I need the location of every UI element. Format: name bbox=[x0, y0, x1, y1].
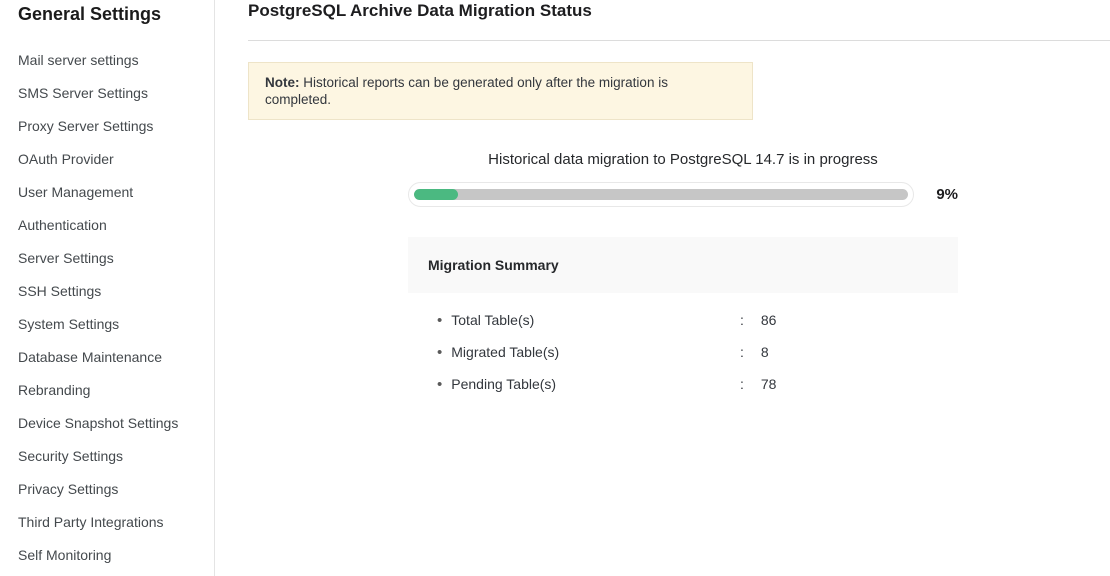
row-label-wrap: Pending Table(s) bbox=[437, 376, 740, 392]
sidebar-item-rebranding[interactable]: Rebranding bbox=[18, 382, 91, 398]
note-banner: Note: Historical reports can be generate… bbox=[248, 62, 753, 120]
row-colon: : bbox=[740, 312, 744, 328]
sidebar-item-third-party-integrations[interactable]: Third Party Integrations bbox=[18, 514, 164, 530]
sidebar-item-device-snapshot-settings[interactable]: Device Snapshot Settings bbox=[18, 415, 179, 431]
progress-fill bbox=[414, 189, 459, 200]
note-text: Historical reports can be generated only… bbox=[265, 75, 668, 107]
title-divider bbox=[248, 40, 1110, 41]
bullet-icon bbox=[437, 377, 442, 392]
sidebar-item-mail-server-settings[interactable]: Mail server settings bbox=[18, 52, 139, 68]
row-value: 8 bbox=[760, 344, 769, 360]
row-label: Pending Table(s) bbox=[451, 376, 557, 392]
bullet-icon bbox=[437, 345, 442, 360]
sidebar-item-system-settings[interactable]: System Settings bbox=[18, 316, 120, 332]
migration-summary-title: Migration Summary bbox=[408, 237, 958, 293]
sidebar-item-privacy-settings[interactable]: Privacy Settings bbox=[18, 481, 119, 497]
migration-summary-list: Total Table(s) : 86 Migrated Table(s) : … bbox=[408, 293, 958, 400]
note-prefix: Note: bbox=[265, 75, 300, 90]
page-title: PostgreSQL Archive Data Migration Status bbox=[248, 1, 592, 20]
row-label-wrap: Total Table(s) bbox=[437, 312, 740, 328]
sidebar-item-self-monitoring[interactable]: Self Monitoring bbox=[18, 547, 112, 563]
sidebar-nav: Mail server settings SMS Server Settings… bbox=[18, 44, 214, 572]
sidebar-item-oauth-provider[interactable]: OAuth Provider bbox=[18, 151, 114, 167]
sidebar-item-server-settings[interactable]: Server Settings bbox=[18, 250, 114, 266]
settings-sidebar: General Settings Mail server settings SM… bbox=[0, 0, 215, 576]
progress-track bbox=[414, 189, 909, 200]
sidebar-item-proxy-server-settings[interactable]: Proxy Server Settings bbox=[18, 118, 154, 134]
summary-row-migrated-tables: Migrated Table(s) : 8 bbox=[408, 336, 958, 368]
summary-row-pending-tables: Pending Table(s) : 78 bbox=[408, 368, 958, 400]
sidebar-item-security-settings[interactable]: Security Settings bbox=[18, 448, 124, 464]
sidebar-item-ssh-settings[interactable]: SSH Settings bbox=[18, 283, 102, 299]
sidebar-title: General Settings bbox=[18, 4, 162, 24]
progress-row: 9% bbox=[408, 182, 958, 207]
summary-row-total-tables: Total Table(s) : 86 bbox=[408, 304, 958, 336]
progress-bar bbox=[408, 182, 915, 207]
progress-heading: Historical data migration to PostgreSQL … bbox=[488, 151, 878, 168]
progress-percent-label: 9% bbox=[936, 186, 958, 203]
sidebar-item-database-maintenance[interactable]: Database Maintenance bbox=[18, 349, 162, 365]
row-value: 86 bbox=[760, 312, 777, 328]
row-colon: : bbox=[740, 376, 744, 392]
migration-summary: Migration Summary Total Table(s) : 86 Mi… bbox=[408, 237, 958, 400]
sidebar-item-user-management[interactable]: User Management bbox=[18, 184, 134, 200]
row-value: 78 bbox=[760, 376, 777, 392]
row-label: Migrated Table(s) bbox=[451, 344, 560, 360]
sidebar-item-authentication[interactable]: Authentication bbox=[18, 217, 107, 233]
sidebar-item-sms-server-settings[interactable]: SMS Server Settings bbox=[18, 85, 148, 101]
bullet-icon bbox=[437, 313, 442, 328]
migration-content: Historical data migration to PostgreSQL … bbox=[408, 151, 958, 400]
row-colon: : bbox=[740, 344, 744, 360]
migration-status-panel: PostgreSQL Archive Data Migration Status… bbox=[248, 0, 1110, 400]
row-label: Total Table(s) bbox=[451, 312, 535, 328]
row-label-wrap: Migrated Table(s) bbox=[437, 344, 740, 360]
